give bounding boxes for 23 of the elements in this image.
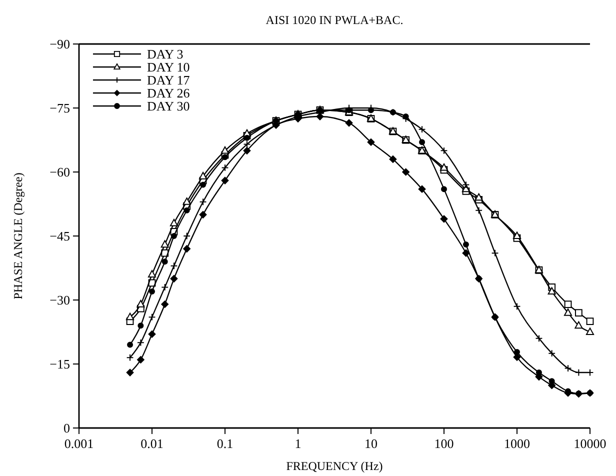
y-tick-label: −75 xyxy=(50,100,70,116)
y-tick-label: −90 xyxy=(50,36,70,52)
x-tick-label: 100 xyxy=(434,436,454,451)
legend-label: DAY 30 xyxy=(147,98,190,114)
y-axis-title: PHASE ANGLE (Degree) xyxy=(11,172,25,300)
x-tick-label: 0.1 xyxy=(216,436,234,451)
x-tick-label: 0.001 xyxy=(64,436,94,451)
legend-label: DAY 26 xyxy=(147,86,190,100)
x-tick-label: 1000 xyxy=(504,436,530,451)
y-tick-label: −45 xyxy=(50,228,70,244)
legend-label: DAY 10 xyxy=(147,60,190,74)
y-tick-label: −15 xyxy=(50,356,70,372)
y-tick-label: −30 xyxy=(50,292,70,308)
y-tick-label: −60 xyxy=(50,164,70,180)
legend-label: DAY 3 xyxy=(147,46,184,62)
x-tick-label: 10000 xyxy=(574,436,606,451)
x-axis-title: FREQUENCY (Hz) xyxy=(286,459,383,473)
x-tick-label: 1 xyxy=(294,436,302,451)
chart-title: AISI 1020 IN PWLA+BAC. xyxy=(266,13,404,27)
x-tick-label: 10 xyxy=(364,436,378,451)
y-tick-label: 0 xyxy=(64,420,70,436)
x-tick-label: 0.01 xyxy=(140,436,164,451)
legend-label: DAY 17 xyxy=(147,72,190,88)
